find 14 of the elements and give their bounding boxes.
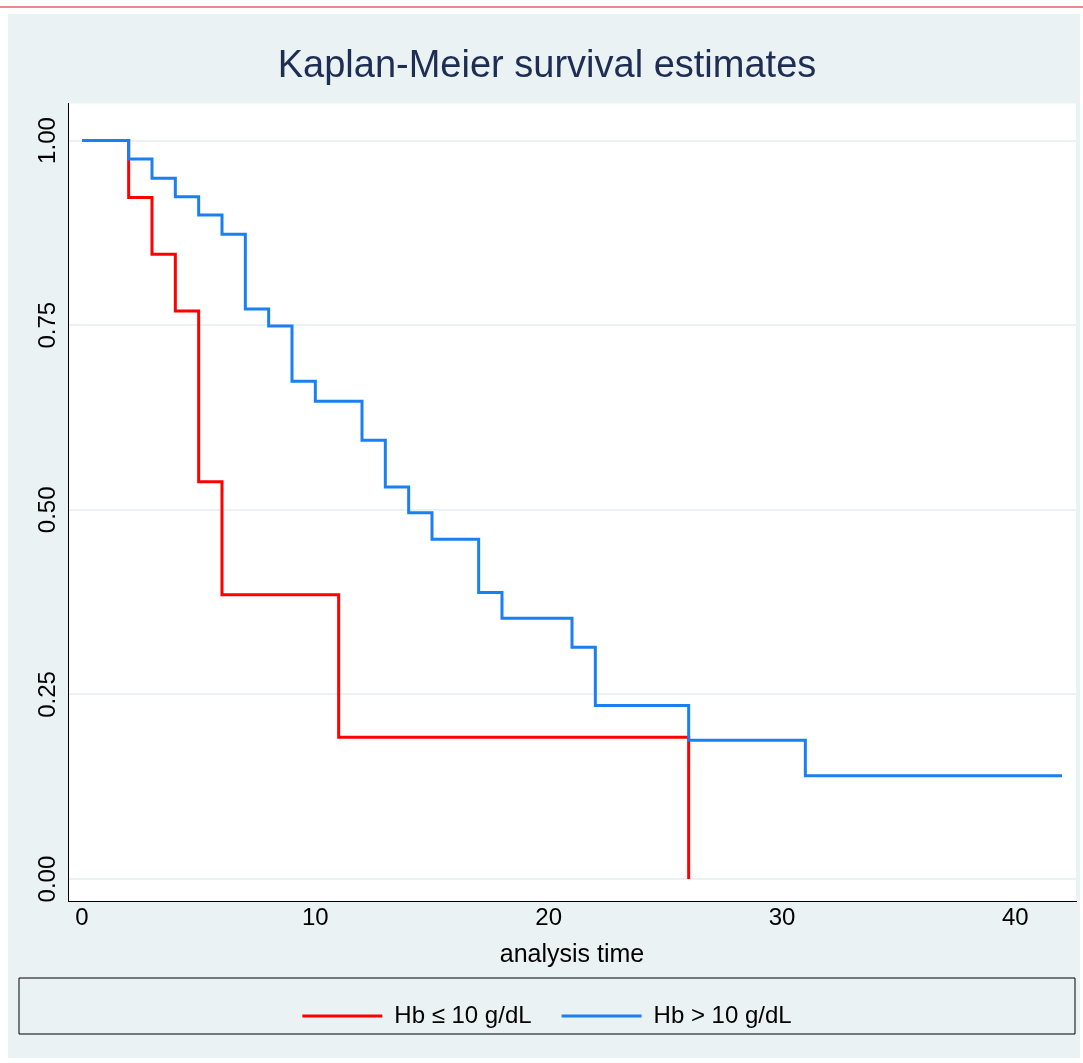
chart-title: Kaplan-Meier survival estimates [277, 43, 817, 86]
y-tick-label: 0.25 [32, 671, 60, 718]
y-tick-label: 1.00 [32, 117, 60, 164]
x-tick-label: 10 [301, 903, 329, 931]
y-tick-label: 0.75 [32, 301, 60, 349]
legend-label: Hb > 10 g/dL [653, 1000, 792, 1028]
x-axis-title: analysis time [499, 938, 645, 967]
x-tick-label: 20 [535, 903, 563, 931]
y-tick-label: 0.00 [32, 855, 60, 903]
x-tick-label: 0 [75, 903, 89, 931]
x-tick-label: 40 [1001, 903, 1029, 931]
y-tick-label: 0.50 [32, 486, 60, 534]
legend-label: Hb ≤ 10 g/dL [394, 1000, 532, 1028]
x-tick-label: 30 [768, 903, 796, 931]
